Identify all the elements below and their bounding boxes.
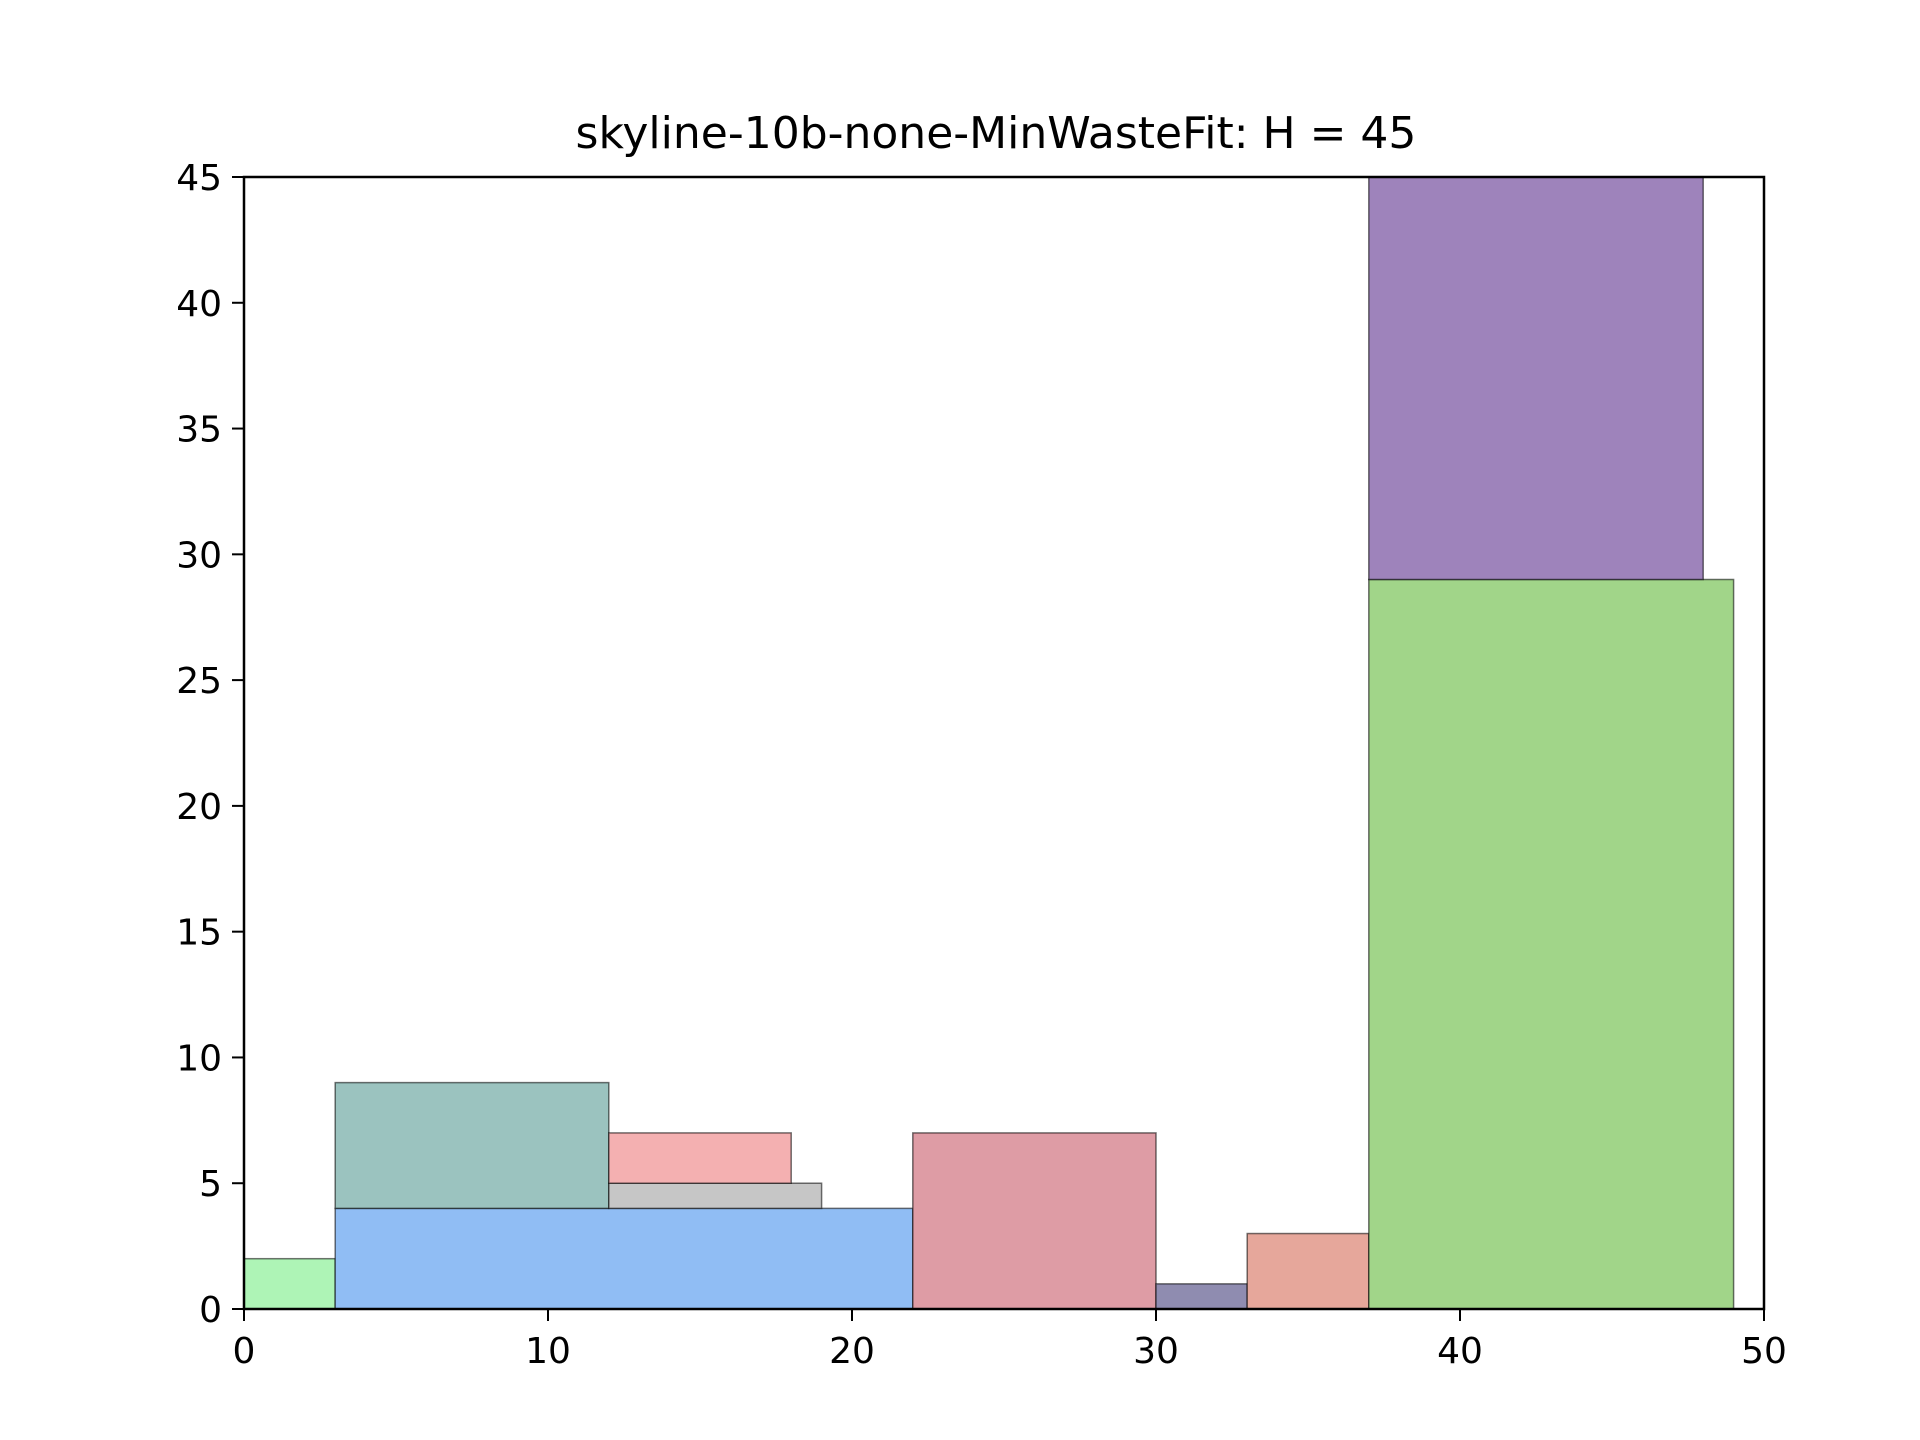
rectangles-group [243,176,1735,1310]
y-tick-label: 5 [199,1164,222,1205]
packed-rectangle-3 [334,1081,610,1210]
y-tick-label: 10 [176,1038,222,1079]
y-tick-label: 15 [176,913,222,954]
packed-rectangle-9 [1368,578,1735,1310]
y-axis: 0 5 10 15 20 25 30 35 40 45 [176,158,244,1331]
packed-rectangle-2 [334,1207,914,1310]
y-tick-label: 0 [199,1290,222,1331]
chart-title: skyline-10b-none-MinWasteFit: H = 45 [576,108,1417,159]
x-tick-label: 50 [1741,1331,1787,1372]
y-tick-label: 25 [176,661,222,702]
y-tick-label: 45 [176,158,222,199]
y-tick-label: 20 [176,787,222,828]
packed-rectangle-8 [1246,1232,1370,1310]
packed-rectangle-1 [243,1257,336,1310]
packed-rectangle-5 [608,1132,792,1184]
packed-rectangle-7 [1155,1283,1248,1310]
y-tick-label: 40 [176,284,222,325]
plot-frame [242,175,1766,1311]
packed-rectangle-10 [1368,176,1704,581]
y-tick-label: 35 [176,410,222,451]
y-tick-label: 30 [176,535,222,576]
packed-rectangle-6 [912,1132,1157,1310]
packed-rectangle-4 [608,1182,823,1210]
x-tick-label: 30 [1133,1331,1179,1372]
x-tick-label: 10 [525,1331,571,1372]
x-axis: 0 10 20 30 40 50 [233,1309,1787,1372]
x-tick-label: 20 [829,1331,875,1372]
x-tick-label: 0 [233,1331,256,1372]
x-tick-label: 40 [1437,1331,1483,1372]
